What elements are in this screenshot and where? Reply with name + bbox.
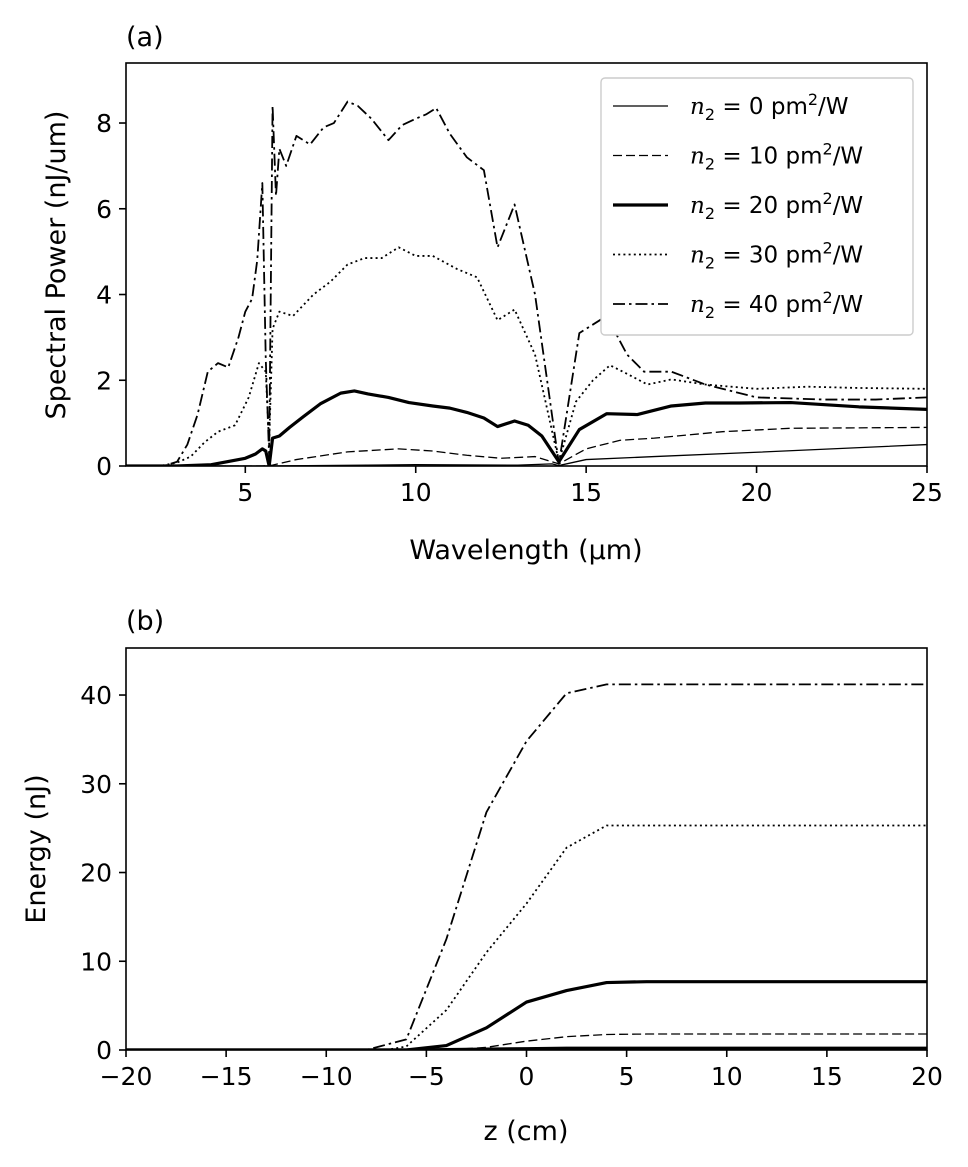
panel-b-y-tick-label: 10 [80,947,112,976]
panel-a-y-ticks: 0 2 4 6 8 [96,109,126,481]
panel-a-series-line-2 [126,389,927,466]
panel-b-y-tick-label: 30 [80,770,112,799]
legend-label-0: n2 = 0 pm2/W [690,90,849,124]
legend-label-3: n2 = 30 pm2/W [690,239,863,273]
chart-panel-a: (a) 5 10 15 20 25 0 2 4 6 8 Wavelength (μm) Spec… [41,22,943,566]
panel-a-y-tick-label: 8 [96,109,112,138]
panel-b-x-tick-label: −5 [408,1062,445,1091]
panel-b-y-tick-label: 20 [80,859,112,888]
panel-a-x-tick-label: 15 [570,478,602,507]
chart-panel-b: (b) −20 −15 −10 −5 0 5 10 15 20 0 10 20 30 40 z (cm)… [21,606,943,1147]
panel-b-y-tick-label: 40 [80,681,112,710]
panel-b-x-axis-label: z (cm) [484,1116,569,1147]
legend: n2 = 0 pm2/W n2 = 10 pm2/W n2 = 20 pm2/W n2… [600,77,914,336]
panel-b-frame [125,647,928,1051]
panel-b-series-line-4 [126,683,927,1050]
panel-a-y-tick-label: 4 [96,281,112,310]
panel-a-x-tick-label: 10 [400,478,432,507]
panel-a-y-tick-label: 0 [96,452,112,481]
panel-a-y-tick-label: 2 [96,366,112,395]
panel-b-label: (b) [126,606,164,637]
panel-b-y-tick-label: 0 [96,1036,112,1065]
panel-b-y-axis-label: Energy (nJ) [21,774,52,923]
panel-a-series-line-3 [126,246,927,466]
panel-b-x-tick-label: −20 [100,1062,153,1091]
panel-a-x-tick-label: 25 [911,478,943,507]
panel-b-x-tick-label: −10 [300,1062,353,1091]
panel-a-x-ticks: 5 10 15 20 25 [237,466,943,507]
panel-b-x-tick-label: 0 [519,1062,535,1091]
panel-a-y-tick-label: 6 [96,195,112,224]
panel-b-x-ticks: −20 −15 −10 −5 0 5 10 15 20 [100,1050,943,1091]
panel-a-series-line-1 [126,426,927,466]
panel-a-frame [125,62,928,467]
legend-label-2: n2 = 20 pm2/W [690,189,863,223]
panel-a-x-tick-label: 5 [237,478,253,507]
panel-b-series-line-3 [126,824,927,1050]
panel-a-label: (a) [126,22,164,53]
legend-label-4: n2 = 40 pm2/W [690,288,863,322]
panel-a-y-axis-label: Spectral Power (nJ/um) [41,111,72,420]
panel-b-x-tick-label: −15 [200,1062,253,1091]
legend-label-1: n2 = 10 pm2/W [690,140,863,174]
panel-b-x-tick-label: 10 [711,1062,743,1091]
legend-items: n2 = 0 pm2/W n2 = 10 pm2/W n2 = 20 pm2/W n2… [613,90,863,322]
panel-b-x-tick-label: 5 [619,1062,635,1091]
panel-a-x-tick-label: 20 [741,478,773,507]
legend-box [600,77,914,336]
panel-b-x-tick-label: 20 [911,1062,943,1091]
panel-b-x-tick-label: 15 [811,1062,843,1091]
panel-a-x-axis-label: Wavelength (μm) [409,535,642,566]
panel-a-series-line-0 [126,443,927,466]
panel-b-series [126,683,927,1050]
panel-b-series-line-2 [126,980,927,1050]
panel-b-y-ticks: 0 10 20 30 40 [80,681,126,1065]
